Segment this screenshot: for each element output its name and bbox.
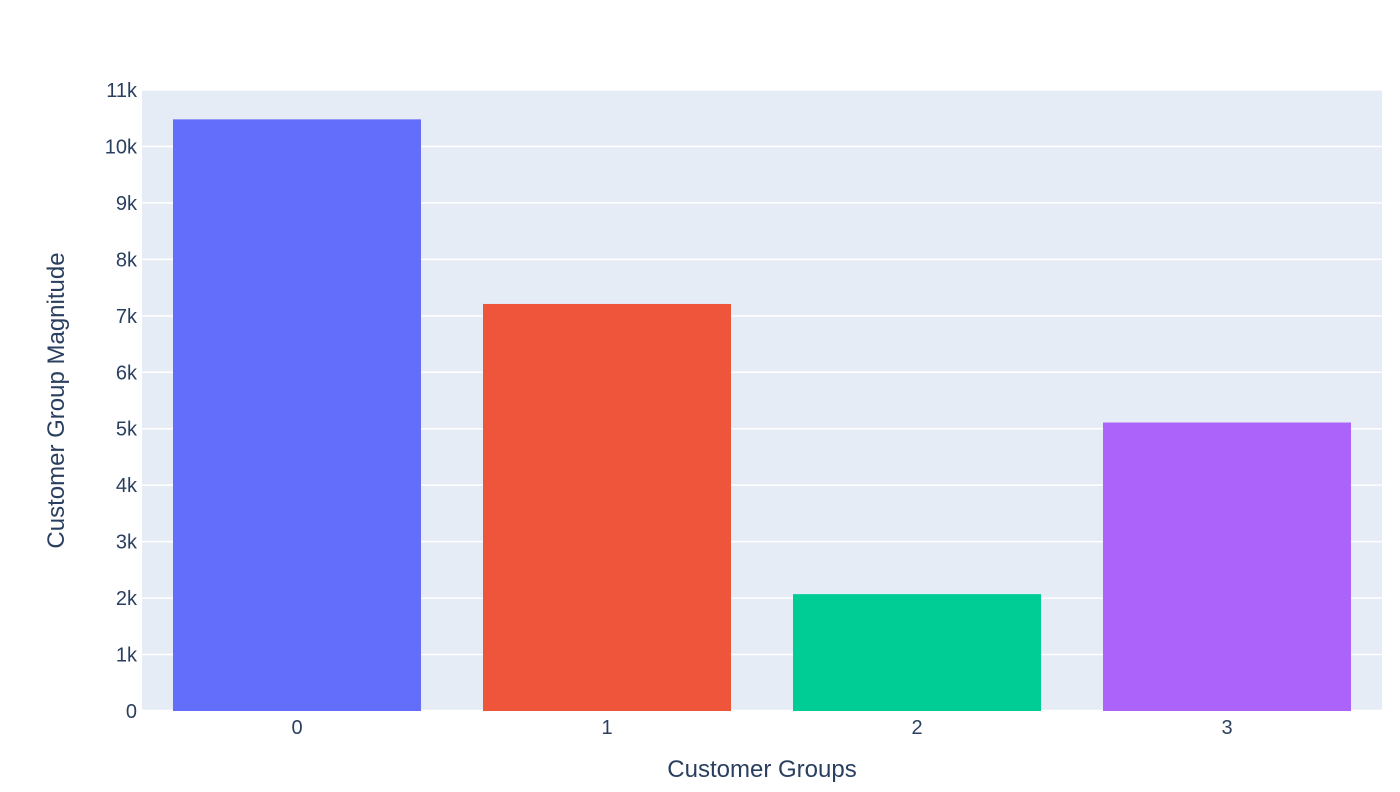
bar-1[interactable]: [483, 303, 731, 711]
y-tick-label: 11k: [106, 80, 138, 102]
y-tick-label: 10k: [105, 136, 138, 158]
x-tick-label: 1: [601, 717, 612, 739]
y-tick-label: 2k: [116, 588, 138, 610]
x-tick-label: 2: [911, 717, 922, 739]
y-tick-label: 1k: [116, 645, 138, 667]
x-axis-title: Customer Groups: [667, 756, 856, 783]
y-tick-label: 4k: [116, 475, 138, 497]
x-axis-ticks: 0 1 2 3: [291, 717, 1232, 739]
x-tick-label: 3: [1221, 717, 1232, 739]
y-axis-title: Customer Group Magnitude: [43, 252, 70, 548]
y-tick-label: 6k: [116, 362, 138, 384]
y-tick-label: 0: [126, 701, 137, 723]
bar-0[interactable]: [173, 119, 421, 711]
y-tick-label: 8k: [116, 249, 138, 271]
y-axis-ticks: 0 1k 2k 3k 4k 5k 6k 7k 8k 9k 10k 11k: [105, 80, 138, 723]
y-tick-label: 7k: [116, 306, 138, 328]
bar-3[interactable]: [1103, 422, 1351, 711]
y-tick-label: 5k: [116, 419, 138, 441]
y-tick-label: 9k: [116, 193, 138, 215]
bar-2[interactable]: [793, 594, 1041, 711]
y-tick-label: 3k: [116, 532, 138, 554]
bars: [173, 119, 1351, 711]
x-tick-label: 0: [291, 717, 302, 739]
